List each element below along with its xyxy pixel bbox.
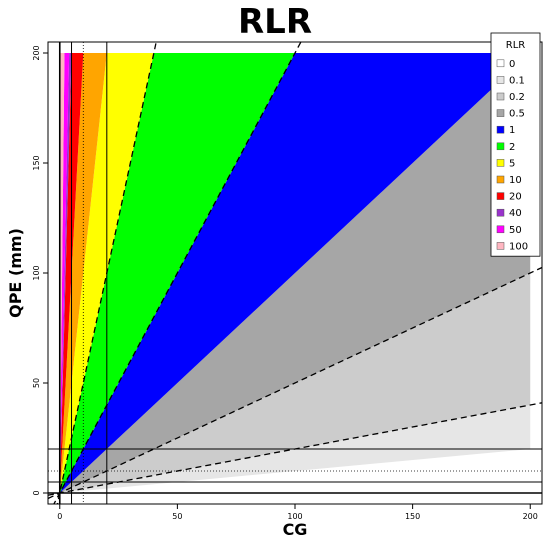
legend-label-100: 100 bbox=[509, 241, 528, 252]
legend-swatch-20 bbox=[496, 192, 505, 200]
legend-swatch-0.1 bbox=[496, 76, 505, 84]
ratio-line-2 bbox=[53, 42, 302, 504]
legend-label-0.2: 0.2 bbox=[509, 92, 525, 103]
y-tick-label-200: 200 bbox=[32, 45, 41, 60]
legend-swatch-1 bbox=[496, 125, 505, 134]
y-tick-label-50: 50 bbox=[32, 378, 41, 388]
ratio-line-0.5 bbox=[48, 266, 542, 500]
legend-label-50: 50 bbox=[509, 225, 522, 236]
legend-swatch-50 bbox=[496, 225, 505, 234]
y-axis-label: QPE (mm) bbox=[6, 228, 25, 318]
legend-swatch-0.2 bbox=[496, 92, 505, 101]
legend-label-5: 5 bbox=[509, 158, 515, 169]
legend-swatch-0.5 bbox=[496, 109, 505, 117]
legend-title: RLR bbox=[506, 40, 526, 51]
legend-label-0.1: 0.1 bbox=[509, 75, 525, 86]
x-tick-label-200: 200 bbox=[523, 512, 538, 521]
x-tick-label-50: 50 bbox=[172, 512, 182, 521]
legend-label-0: 0 bbox=[509, 59, 515, 70]
legend-label-0.5: 0.5 bbox=[509, 109, 525, 120]
legend-label-10: 10 bbox=[509, 175, 522, 186]
legend-swatch-2 bbox=[496, 142, 505, 151]
ratio-line-5 bbox=[56, 42, 157, 504]
legend: RLR 0 0.1 0.2 0.5 1 2 5 10 20 40 50 100 bbox=[490, 32, 541, 257]
legend-label-20: 20 bbox=[509, 192, 522, 203]
legend-swatch-5 bbox=[496, 159, 505, 167]
x-tick-label-150: 150 bbox=[405, 512, 420, 521]
y-tick-label-0: 0 bbox=[32, 490, 41, 495]
x-axis-label: CG bbox=[283, 520, 308, 539]
legend-label-1: 1 bbox=[509, 125, 515, 136]
chart-title: RLR bbox=[237, 2, 313, 42]
legend-label-2: 2 bbox=[509, 142, 515, 153]
legend-swatch-40 bbox=[496, 208, 505, 217]
legend-swatch-10 bbox=[496, 175, 505, 184]
region-ratio-40-50 bbox=[59, 53, 72, 493]
x-tick-label-100: 100 bbox=[287, 512, 302, 521]
region-ratio-100-1000 bbox=[59, 53, 65, 493]
x-tick-label-0: 0 bbox=[57, 512, 62, 521]
y-tick-label-100: 100 bbox=[32, 265, 41, 280]
region-ratio-50-100 bbox=[59, 53, 70, 493]
region-ratio-2-5 bbox=[59, 53, 296, 493]
legend-swatch-0 bbox=[496, 59, 505, 68]
legend-swatch-100 bbox=[496, 242, 505, 250]
region-ratio-1-2 bbox=[59, 53, 531, 493]
legend-label-40: 40 bbox=[509, 208, 522, 219]
y-tick-label-150: 150 bbox=[32, 155, 41, 170]
